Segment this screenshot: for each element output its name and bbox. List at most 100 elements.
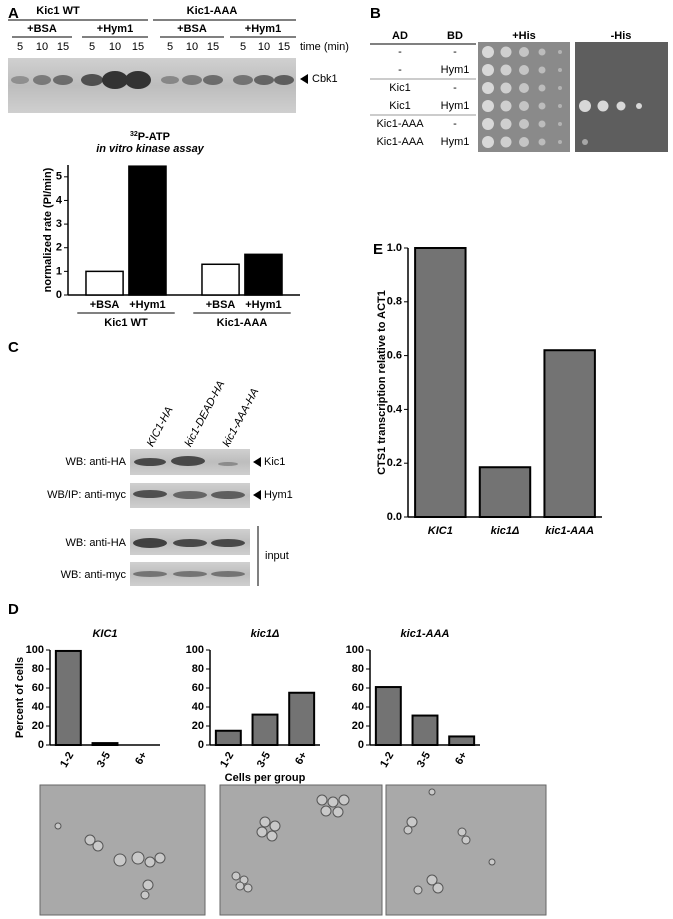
cell xyxy=(316,794,328,806)
band xyxy=(125,71,151,89)
colony xyxy=(558,122,562,126)
blot-image xyxy=(8,58,296,113)
cell xyxy=(131,851,145,865)
y-tick-label: 20 xyxy=(352,720,364,732)
colony xyxy=(482,136,494,148)
band xyxy=(173,491,207,499)
table-header: +His xyxy=(512,30,536,42)
band xyxy=(211,571,245,577)
band xyxy=(203,75,223,85)
assay-line: in vitro kinase assay xyxy=(96,143,204,155)
table-cell: Kic1-AAA xyxy=(376,118,424,130)
band xyxy=(173,571,207,577)
panel-label: B xyxy=(370,5,381,22)
colony xyxy=(558,68,562,72)
colony xyxy=(582,139,588,145)
colony xyxy=(500,118,512,130)
lane-label: KIC1-HA xyxy=(145,405,176,449)
cell xyxy=(426,874,438,886)
time-tick: 5 xyxy=(17,41,23,53)
panel-label: D xyxy=(8,601,19,618)
colony xyxy=(538,138,546,146)
table-cell: Kic1 xyxy=(389,100,410,112)
series-label: +Hym1 xyxy=(129,299,165,311)
assay-line: P-ATP xyxy=(138,131,170,143)
y-tick-label: 0.8 xyxy=(387,296,402,308)
colony xyxy=(558,140,562,144)
x-tick-label: kic1-AAA xyxy=(545,525,594,537)
cell xyxy=(413,885,423,895)
bar xyxy=(54,649,82,747)
treatment-label: +Hym1 xyxy=(97,23,133,35)
time-tick: 10 xyxy=(36,41,48,53)
colony xyxy=(538,66,546,74)
bar xyxy=(478,466,532,518)
y-tick-label: 4 xyxy=(56,194,63,206)
band xyxy=(161,76,179,84)
series-label: +Hym1 xyxy=(245,299,281,311)
table-header: BD xyxy=(447,30,463,42)
x-tick-label: 1-2 xyxy=(378,750,396,770)
band xyxy=(211,539,245,547)
bar xyxy=(448,735,476,747)
bar xyxy=(201,263,240,296)
chart-title: KIC1 xyxy=(92,628,117,640)
band xyxy=(173,539,207,547)
bar xyxy=(543,349,596,518)
cell xyxy=(259,816,271,828)
colony xyxy=(538,102,546,110)
band xyxy=(133,571,167,577)
panel-label: C xyxy=(8,339,19,356)
table-cell: - xyxy=(453,46,457,58)
bar xyxy=(85,270,124,296)
cell xyxy=(231,871,241,881)
table-cell: - xyxy=(453,82,457,94)
cell xyxy=(54,822,62,830)
colony xyxy=(482,46,494,58)
y-axis-label: normalized rate (PI/min) xyxy=(42,167,54,292)
y-tick-label: 80 xyxy=(32,663,44,675)
time-tick: 5 xyxy=(167,41,173,53)
y-tick-label: 1 xyxy=(56,265,62,277)
cell xyxy=(461,835,471,845)
y-axis-label: Percent of cells xyxy=(14,657,26,738)
cell xyxy=(142,879,154,891)
colony xyxy=(482,64,494,76)
band xyxy=(211,491,245,499)
treatment-label: +BSA xyxy=(177,23,207,35)
table-header: -His xyxy=(611,30,632,42)
cell xyxy=(320,805,332,817)
group-label: Kic1-AAA xyxy=(187,5,238,17)
table-cell: - xyxy=(398,46,402,58)
band xyxy=(134,458,166,466)
y-tick-label: 0 xyxy=(198,739,204,751)
y-axis-label: CTS1 transcription relative to ACT1 xyxy=(376,290,388,475)
colony xyxy=(558,50,562,54)
y-tick-label: 0.6 xyxy=(387,350,402,362)
x-axis-label: Cells per group xyxy=(225,772,306,784)
y-tick-label: 20 xyxy=(192,720,204,732)
table-cell: - xyxy=(398,64,402,76)
band xyxy=(233,75,253,85)
blot-bands xyxy=(133,456,245,577)
chart-title: kic1-AAA xyxy=(401,628,450,640)
x-tick-label: kic1Δ xyxy=(491,525,520,537)
bar xyxy=(244,253,283,296)
colony xyxy=(538,120,546,128)
table-cell: Hym1 xyxy=(441,136,470,148)
cell xyxy=(406,816,418,828)
arrowhead xyxy=(300,74,308,84)
colony xyxy=(558,104,562,108)
y-tick-label: 20 xyxy=(32,720,44,732)
y-tick-label: 1.0 xyxy=(387,242,402,254)
cell xyxy=(144,856,156,868)
bar xyxy=(414,247,467,518)
cell xyxy=(432,882,444,894)
x-tick-label: 3-5 xyxy=(255,750,273,770)
band xyxy=(133,538,167,548)
band xyxy=(102,71,128,89)
treatment-label: +BSA xyxy=(27,23,57,35)
y-tick-label: 0.0 xyxy=(387,511,402,523)
input-label: input xyxy=(265,550,289,562)
